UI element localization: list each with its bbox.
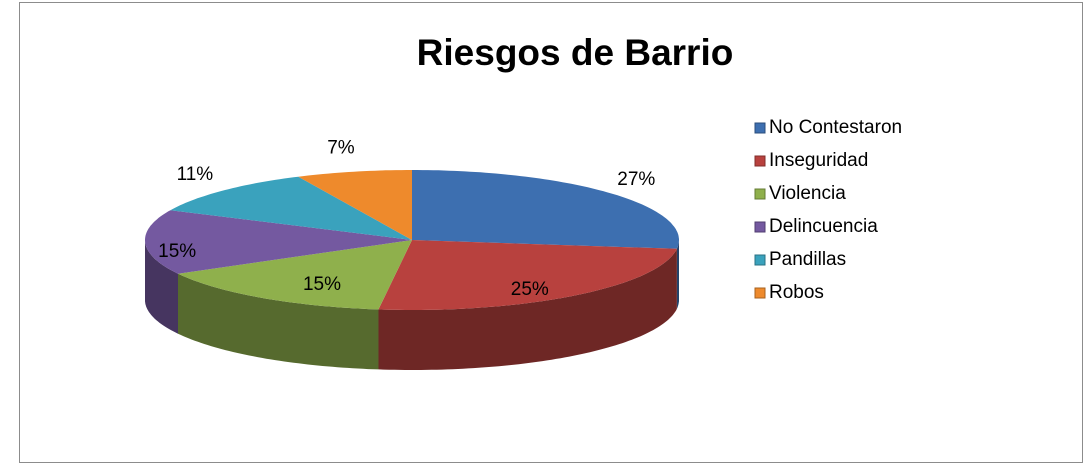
data-label: 15% [158,241,196,262]
pie-slice [412,170,679,249]
pie-slice [178,240,412,310]
pie-slice [145,210,412,274]
pie-slice [298,170,412,240]
data-label: 15% [303,274,341,295]
legend-label: No Contestaron [769,117,902,138]
pie-side [378,248,677,370]
data-label: 7% [327,138,355,159]
legend-label: Pandillas [769,249,846,270]
pie-side [676,240,679,309]
legend-swatch [754,188,766,200]
legend-swatch [754,122,766,134]
pie-slice [170,176,412,240]
legend-swatch [754,254,766,266]
pie-slice [378,240,677,310]
data-label: 11% [177,164,214,185]
pie-side [178,273,379,370]
chart-title: Riesgos de Barrio [417,32,734,73]
legend-label: Robos [769,282,824,303]
data-label: 27% [617,169,655,190]
legend-swatch [754,287,766,299]
legend-swatch [754,155,766,167]
legend-label: Delincuencia [769,216,878,237]
pie-side [145,240,178,334]
data-label: 25% [511,279,549,300]
legend-swatch [754,221,766,233]
legend-label: Violencia [769,183,846,204]
legend-label: Inseguridad [769,150,868,171]
